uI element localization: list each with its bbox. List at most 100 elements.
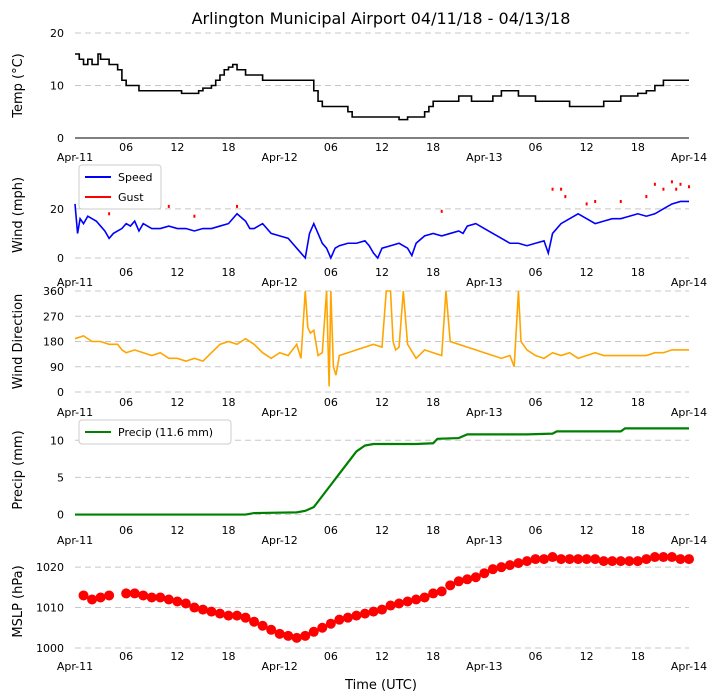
mslp-point — [325, 618, 336, 629]
legend-label: Speed — [118, 171, 152, 184]
mslp-point — [394, 598, 405, 609]
mslp-point — [666, 552, 677, 563]
gust-point — [653, 182, 656, 186]
mslp-point — [274, 628, 285, 639]
x-tick-label: 12 — [375, 396, 389, 409]
mslp-point — [470, 572, 481, 583]
mslp-point — [121, 588, 132, 599]
x-tick-label: 18 — [222, 266, 236, 279]
y-tick-label: 1010 — [36, 602, 64, 615]
y-tick-label: 5 — [57, 471, 64, 484]
x-tick-label: 18 — [631, 141, 645, 154]
y-tick-label: 20 — [50, 27, 64, 40]
y-tick-label: 0 — [57, 386, 64, 399]
mslp-point — [453, 576, 464, 587]
mslp-point — [189, 602, 200, 613]
mslp-point — [547, 552, 558, 563]
series-line-temp — [75, 53, 689, 121]
x-tick-label: 18 — [222, 396, 236, 409]
x-tick-label: Apr-14 — [671, 276, 707, 289]
mslp-point — [249, 616, 260, 627]
mslp-point — [513, 558, 524, 569]
mslp-point — [649, 552, 660, 563]
mslp-point — [214, 608, 225, 619]
mslp-point — [155, 592, 166, 603]
mslp-point — [334, 614, 345, 625]
mslp-point — [180, 598, 191, 609]
mslp-point — [377, 604, 387, 615]
x-tick-label: 12 — [580, 141, 594, 154]
x-tick-label: 12 — [375, 141, 389, 154]
x-tick-label: Apr-12 — [262, 151, 298, 164]
y-tick-label: 360 — [43, 285, 64, 298]
x-tick-label: 18 — [222, 524, 236, 537]
mslp-point — [462, 574, 473, 585]
mslp-point — [521, 556, 532, 567]
mslp-point — [479, 568, 490, 579]
x-tick-label: 12 — [170, 266, 184, 279]
mslp-point — [385, 600, 396, 611]
x-tick-label: Apr-12 — [262, 534, 298, 547]
mslp-point — [641, 554, 652, 565]
y-tick-label: 1020 — [36, 561, 64, 574]
x-tick-label: 06 — [119, 396, 133, 409]
chart-title: Arlington Municipal Airport 04/11/18 - 0… — [192, 9, 571, 28]
x-tick-label: 12 — [580, 524, 594, 537]
mslp-point — [624, 556, 635, 567]
x-tick-label: 18 — [426, 524, 440, 537]
x-tick-label: 18 — [426, 396, 440, 409]
x-tick-label: 12 — [170, 650, 184, 663]
x-tick-label: 12 — [375, 650, 389, 663]
mslp-point — [78, 590, 89, 601]
x-tick-label: 06 — [324, 266, 338, 279]
panel-5: 1000 1010 1020 Apr-11 06 12 18 Apr-12 06 12 18 Apr-… — [11, 552, 707, 673]
x-tick-label: 12 — [580, 266, 594, 279]
mslp-point — [308, 626, 319, 637]
mslp-point — [675, 554, 686, 565]
y-tick-label: 0 — [57, 252, 64, 265]
gust-point — [193, 214, 196, 218]
x-tick-label: Apr-11 — [57, 534, 93, 547]
mslp-point — [291, 632, 302, 643]
mslp-point — [240, 612, 251, 623]
x-tick-label: Apr-13 — [466, 660, 502, 673]
y-axis-label: Precip (mm) — [11, 430, 26, 509]
mslp-point — [615, 556, 626, 567]
x-tick-label: 12 — [170, 141, 184, 154]
mslp-point — [172, 596, 183, 607]
mslp-point — [496, 562, 507, 573]
mslp-point — [598, 556, 609, 567]
x-tick-label: 18 — [222, 141, 236, 154]
x-tick-label: Apr-14 — [671, 534, 707, 547]
mslp-point — [300, 630, 311, 641]
gust-point — [670, 180, 673, 184]
x-tick-label: 06 — [119, 141, 133, 154]
y-tick-label: 1000 — [36, 642, 64, 655]
x-tick-label: Apr-11 — [57, 276, 93, 289]
y-axis-label: MSLP (hPa) — [11, 565, 26, 637]
x-tick-label: 18 — [631, 396, 645, 409]
legend-label: Precip (11.6 mm) — [118, 426, 213, 439]
x-tick-label: 18 — [631, 650, 645, 663]
legend-label: Gust — [118, 191, 144, 204]
mslp-point — [206, 606, 217, 617]
x-tick-label: 12 — [170, 396, 184, 409]
y-tick-label: 20 — [50, 203, 64, 216]
x-tick-label: 06 — [529, 650, 543, 663]
x-tick-label: Apr-13 — [466, 534, 502, 547]
x-tick-label: 06 — [324, 396, 338, 409]
mslp-point — [539, 554, 550, 565]
panel-2: 0 20 Apr-11 06 12 18 Apr-12 06 12 18 Apr-13 06 12 18 A… — [11, 164, 707, 289]
x-tick-label: 06 — [529, 396, 543, 409]
x-tick-label: 06 — [324, 650, 338, 663]
x-tick-label: 18 — [426, 650, 440, 663]
y-tick-label: 180 — [43, 336, 64, 349]
mslp-point — [632, 556, 643, 567]
y-axis-label: Wind Direction — [11, 294, 26, 390]
x-tick-label: 06 — [119, 524, 133, 537]
gust-point — [585, 202, 588, 206]
y-tick-label: 0 — [57, 509, 64, 522]
x-tick-label: Apr-13 — [466, 406, 502, 419]
mslp-point — [138, 590, 149, 601]
gust-point — [645, 195, 648, 199]
